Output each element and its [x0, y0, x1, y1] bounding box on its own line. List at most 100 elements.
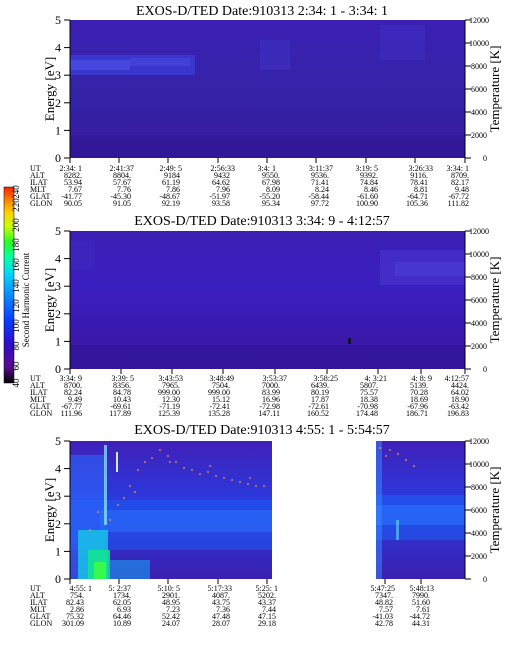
table-cell: 10.89	[113, 619, 131, 628]
table-cell: 92.19	[162, 199, 180, 208]
table-cell: -72.98	[259, 402, 280, 411]
table-cell: -64.71	[407, 192, 428, 201]
table-cell: 7.23	[166, 605, 180, 614]
table-cell: 5:25: 1	[256, 584, 278, 593]
table-cell: 51.60	[412, 598, 430, 607]
panel-1-row-label: ILAT	[30, 178, 47, 187]
table-cell: -70.98	[357, 402, 378, 411]
table-cell: 2.86	[70, 605, 84, 614]
table-cell: 93.58	[212, 199, 230, 208]
panel-1-rtick-3: 6000	[471, 85, 487, 94]
panel-2-row-label: ALT	[30, 381, 45, 390]
colorbar-tick: 100	[11, 319, 21, 333]
table-cell: 3:34: 1	[447, 164, 469, 173]
table-cell: 7.36	[216, 605, 230, 614]
table-cell: 111.96	[61, 409, 82, 418]
panel-1-row-label: GLAT	[30, 192, 51, 201]
table-cell: 3:58:25	[314, 374, 338, 383]
table-cell: 17.87	[311, 395, 329, 404]
panel-3-rtick-2: 4000	[471, 529, 487, 538]
table-cell: 9184	[164, 171, 180, 180]
panel-2-rtick-3: 6000	[471, 296, 487, 305]
table-cell: -58.44	[308, 192, 329, 201]
table-cell: 4:55: 1	[70, 584, 92, 593]
table-cell: 3:43:53	[159, 374, 183, 383]
panel-3-ylabel-left: Energy [eV]	[42, 478, 57, 542]
table-cell: 95.34	[262, 199, 280, 208]
table-cell: -51.97	[209, 192, 230, 201]
table-cell: 82.17	[451, 178, 469, 187]
table-cell: 7.44	[262, 605, 276, 614]
table-cell: 3:19: 5	[356, 164, 378, 173]
panel-2-row-label: GLON	[30, 409, 52, 418]
panel-1-rtick-0: 0	[483, 154, 487, 163]
table-cell: 7.96	[216, 185, 230, 194]
table-cell: 5807.	[360, 381, 378, 390]
table-cell: 9536.	[311, 171, 329, 180]
panel-2: EXOS-D/TED Date:910313 3:34: 9 - 4:12:57…	[42, 214, 502, 376]
colorbar-tick: 160	[11, 258, 21, 272]
panel-2-rtick-2: 4000	[471, 319, 487, 328]
table-cell: 47.15	[258, 612, 276, 621]
panel-1-left-axis: 0 1 2 3 4 5 Energy [eV]	[42, 13, 71, 165]
table-cell: 7.86	[166, 185, 180, 194]
panel-3-ylabel-right: Temperature [K]	[487, 467, 502, 554]
panel-2-ytick-0: 0	[55, 362, 61, 376]
table-cell: 78.41	[410, 178, 428, 187]
panel-1-row-label: GLON	[30, 199, 52, 208]
panel-2-left-axis: 0 1 2 3 4 5 Energy [eV]	[42, 224, 71, 376]
table-cell: 2901.	[162, 591, 180, 600]
panel-3-row-label: ALT	[30, 591, 45, 600]
table-cell: 5:10: 5	[158, 584, 180, 593]
panel-3-texture	[70, 441, 465, 579]
table-cell: 7000.	[262, 381, 280, 390]
table-cell: 754.	[70, 591, 84, 600]
panel-3-row-label: GLON	[30, 619, 52, 628]
table-cell: 97.72	[311, 199, 329, 208]
table-cell: 8282.	[64, 171, 82, 180]
colorbar-tick: 80	[11, 341, 21, 351]
table-cell: 3:26:33	[409, 164, 433, 173]
panel-1-row-label: ALT	[30, 171, 45, 180]
panel-3-table: UT ALT ILAT MLT GLAT GLON 4:55: 1 5: 2:3…	[30, 584, 434, 628]
panel-3-ytick-5: 5	[55, 434, 61, 448]
table-cell: 160.52	[307, 409, 329, 418]
table-cell: 196.83	[447, 409, 469, 418]
table-cell: 4: 3:21	[365, 374, 387, 383]
table-cell: 47.48	[212, 612, 230, 621]
table-cell: 71.41	[311, 178, 329, 187]
table-cell: -69.61	[110, 402, 131, 411]
panel-1: EXOS-D/TED Date:910313 2:34: 1 - 3:34: 1…	[42, 4, 502, 165]
table-cell: -67.96	[407, 402, 428, 411]
panel-2-ytick-2: 2	[55, 307, 61, 321]
table-cell: 125.39	[158, 409, 180, 418]
table-cell: 4087.	[212, 591, 230, 600]
panel-1-title: EXOS-D/TED Date:910313 2:34: 1 - 3:34: 1	[136, 4, 388, 19]
table-cell: 15.12	[212, 395, 230, 404]
table-cell: 43.37	[258, 598, 276, 607]
panel-3-rtick-1: 2000	[471, 552, 487, 561]
panel-3-row-label: GLAT	[30, 612, 51, 621]
table-cell: 43.75	[212, 598, 230, 607]
panel-1-xticks	[69, 158, 466, 163]
panel-1-rtick-6: 12000	[469, 16, 489, 25]
panel-3-ytick-4: 4	[55, 462, 61, 476]
table-cell: 48.95	[162, 598, 180, 607]
table-cell: 7.76	[117, 185, 131, 194]
panel-2-rtick-0: 0	[483, 365, 487, 374]
table-cell: 8804.	[113, 171, 131, 180]
panel-2-rtick-5: 10000	[469, 250, 489, 259]
panel-2-texture	[70, 240, 465, 369]
panel-3-row-label: MLT	[30, 605, 46, 614]
panel-2-ylabel-left: Energy [eV]	[42, 268, 57, 332]
table-cell: 64.46	[113, 612, 131, 621]
table-cell: 67.98	[262, 178, 280, 187]
table-cell: 9.49	[68, 395, 82, 404]
table-cell: 8709.	[451, 171, 469, 180]
table-cell: 28.07	[212, 619, 230, 628]
panel-2-ytick-4: 4	[55, 252, 61, 266]
table-cell: 4: 8: 9	[412, 374, 432, 383]
colorbar-tick: 200	[11, 218, 21, 232]
panel-2-ylabel-right: Temperature [K]	[487, 257, 502, 344]
table-cell: 117.89	[109, 409, 131, 418]
